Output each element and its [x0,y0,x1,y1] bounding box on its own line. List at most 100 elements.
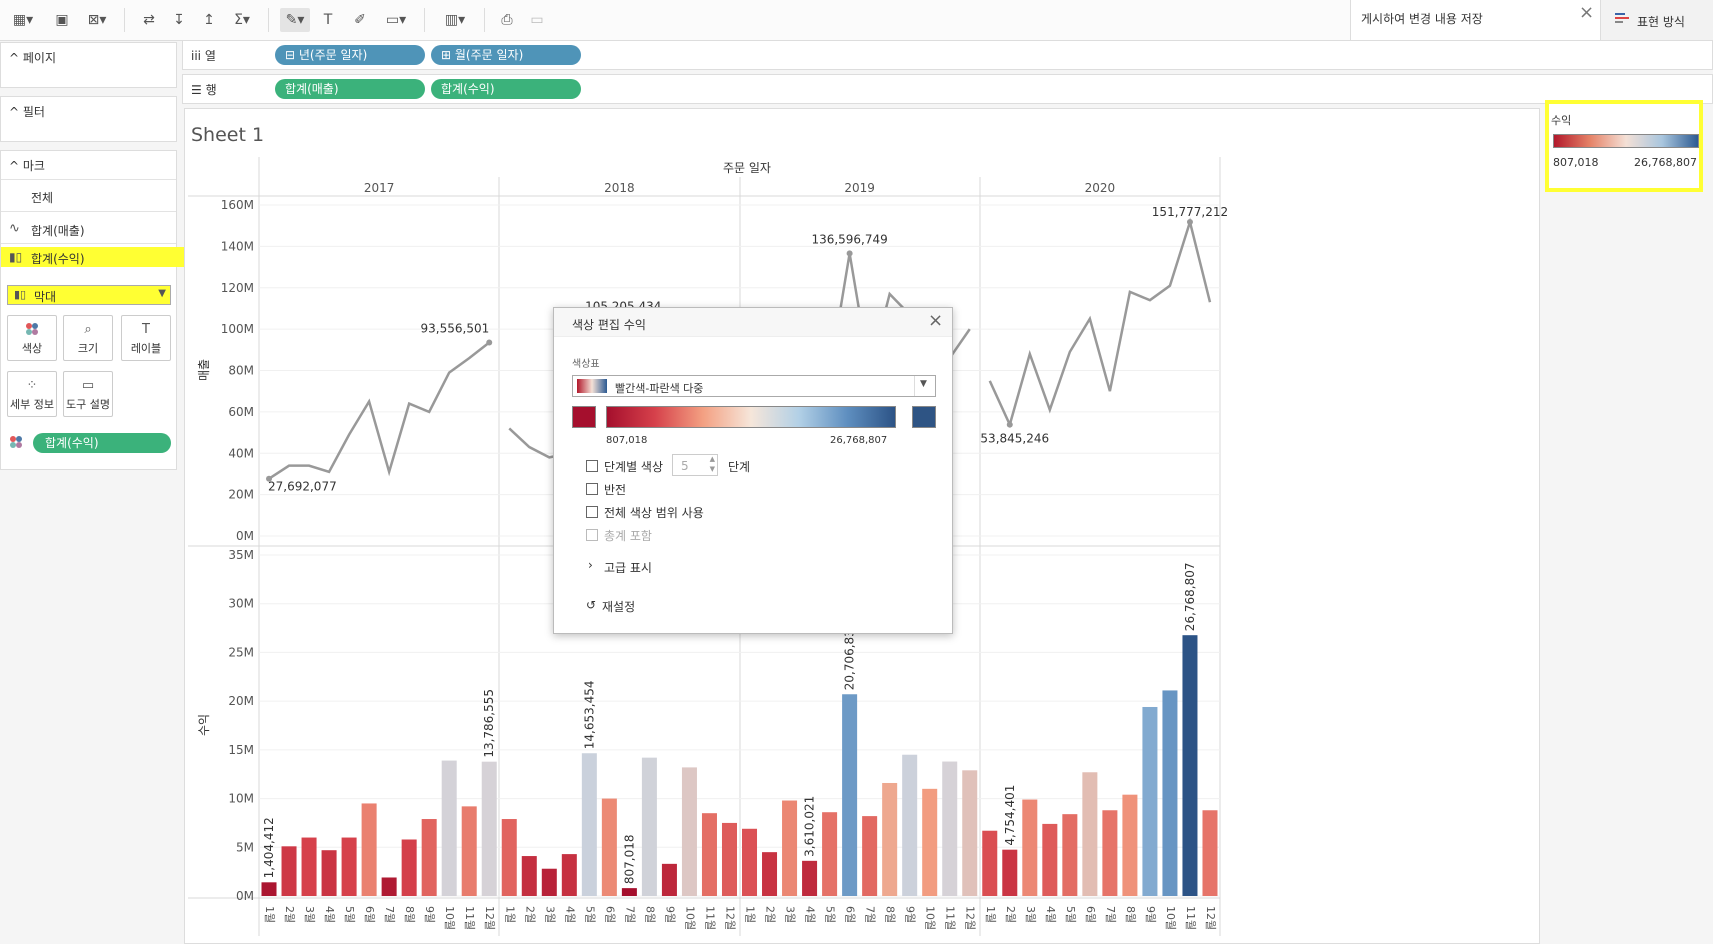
stepper-down-icon[interactable]: ▼ [709,465,715,473]
profit-bar[interactable] [742,828,758,896]
reset-button[interactable]: 재설정 [602,600,636,614]
profit-bar[interactable] [982,830,998,896]
year-pill[interactable]: ⊟ 년(주문 일자) [275,45,425,65]
full-range-checkbox[interactable] [586,506,598,518]
sales-point[interactable] [1006,421,1013,428]
profit-bar[interactable] [481,761,497,896]
profit-bar[interactable] [461,806,477,896]
sales-pill[interactable]: 합계(매출) [275,79,425,99]
marks-all-tab[interactable]: 전체 [31,191,54,205]
size-button[interactable]: ⌕ 크기 [63,315,113,361]
profit-bar[interactable] [541,868,557,896]
profit-bar[interactable] [361,803,377,896]
profit-bar[interactable] [661,863,677,896]
profit-bar[interactable] [501,819,517,896]
profit-bar[interactable] [401,839,417,896]
profit-bar[interactable] [1002,849,1018,896]
profit-bar[interactable] [321,850,337,896]
add-data-icon[interactable]: ▦▾ [12,12,34,28]
profit-pill[interactable]: 합계(수익) [431,79,581,99]
tooltip-icon[interactable]: ⎙ [501,12,513,28]
marks-measure1-tab[interactable]: 합계(매출) [31,224,85,238]
color-field-pill[interactable]: 합계(수익) [33,433,171,453]
profit-bar[interactable] [601,798,617,896]
highlight-icon[interactable]: ✎▾ [280,8,310,32]
profit-bar[interactable] [561,854,577,896]
sort-asc-icon[interactable]: ↧ [173,12,185,28]
profit-bar[interactable] [1022,799,1038,896]
profit-bar[interactable] [281,846,297,896]
sales-line-2020[interactable] [988,217,1212,429]
profit-bar[interactable] [1162,690,1178,896]
tooltip-button[interactable]: ▭ 도구 설명 [63,371,113,417]
profit-bar[interactable] [261,882,277,896]
sales-point[interactable] [846,250,853,257]
color-button[interactable]: 색상 [7,315,57,361]
profit-bar[interactable] [721,822,737,896]
reverse-checkbox[interactable] [586,483,598,495]
sum-icon[interactable]: Σ▾ [234,12,250,28]
advanced-toggle[interactable]: 고급 표시 [604,561,652,575]
sales-point[interactable] [266,475,273,482]
min-color-swatch[interactable] [572,406,596,428]
profit-bar[interactable] [581,753,597,896]
marks-measure2-tab[interactable]: 합계(수익) [31,252,85,266]
profit-bar[interactable] [822,812,838,896]
close-icon[interactable]: × [928,310,944,331]
pages-title[interactable]: ^ 페이지 [9,51,56,65]
marks-title[interactable]: ^ 마크 [9,159,45,173]
profit-bar[interactable] [862,816,878,896]
present-icon[interactable]: ▭ [530,12,544,28]
stepped-color-checkbox[interactable] [586,460,598,472]
profit-bar[interactable] [902,754,918,896]
profit-bar[interactable] [962,770,978,896]
label-button[interactable]: T 레이블 [121,315,171,361]
publish-tab[interactable]: 게시하여 변경 내용 저장 × [1350,0,1600,40]
detail-button[interactable]: ⁘ 세부 정보 [7,371,57,417]
steps-stepper[interactable]: 5 ▲ ▼ [672,454,718,476]
sales-point[interactable] [1186,219,1193,226]
include-totals-checkbox[interactable] [586,529,598,541]
profit-bar[interactable] [1042,823,1058,896]
sort-desc-icon[interactable]: ↥ [203,12,215,28]
profit-bar[interactable] [681,767,697,896]
max-color-swatch[interactable] [912,406,936,428]
palette-dropdown[interactable]: 빨간색-파란색 다중 ▼ [572,375,936,397]
show-me-icon[interactable]: ▥▾ [444,12,466,28]
mark-type-dropdown[interactable]: ▮▯ 막대 ▼ [7,285,171,305]
profit-bar[interactable] [762,852,778,896]
close-icon[interactable]: × [1579,2,1595,23]
profit-bar[interactable] [381,877,397,896]
profit-bar[interactable] [1122,794,1138,896]
profit-bar[interactable] [421,819,437,896]
filters-title[interactable]: ^ 필터 [9,105,45,119]
profit-bar[interactable] [1182,635,1198,896]
new-sheet-icon[interactable]: ▣ [55,12,69,28]
annotate-icon[interactable]: ✐ [354,12,366,28]
profit-bar[interactable] [1082,772,1098,896]
profit-bar[interactable] [1102,810,1118,896]
profit-bar[interactable] [341,837,357,896]
profit-bar[interactable] [1142,706,1158,896]
profit-bar[interactable] [521,856,537,896]
month-pill[interactable]: ⊞ 월(주문 일자) [431,45,581,65]
profit-bar[interactable] [802,860,818,896]
profit-bar[interactable] [782,800,798,896]
profit-bar[interactable] [1202,810,1218,896]
profit-bar[interactable] [641,757,657,896]
profit-bar[interactable] [701,813,717,896]
stepper-up-icon[interactable]: ▲ [709,455,715,463]
color-legend[interactable]: 수익 807,018 26,768,807 [1545,100,1703,192]
clear-sheet-icon[interactable]: ⊠▾ [87,12,107,28]
profit-bar[interactable] [441,760,457,896]
profit-bar[interactable] [301,837,317,896]
profit-bar[interactable] [882,782,898,896]
sales-line-2017[interactable] [268,341,491,480]
format-tab[interactable]: 표현 방식 [1600,0,1713,40]
color-ramp[interactable] [606,406,896,428]
profit-bar[interactable] [842,694,858,896]
sales-point[interactable] [486,339,493,346]
text-box-icon[interactable]: T [323,12,333,28]
fit-icon[interactable]: ▭▾ [385,12,407,28]
profit-bar[interactable] [922,788,938,896]
